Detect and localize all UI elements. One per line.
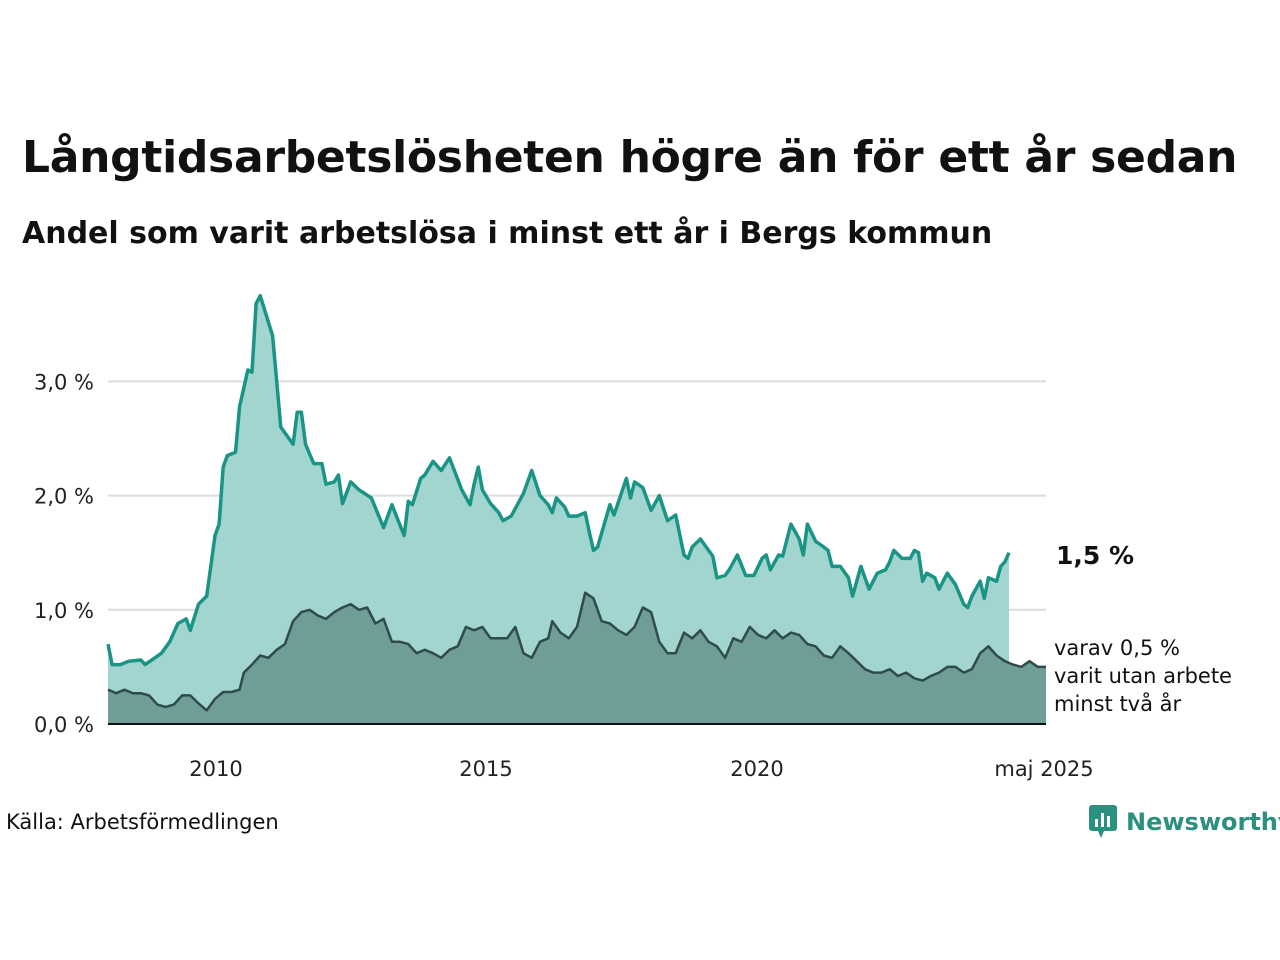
newsworthy-icon xyxy=(1089,805,1117,838)
x-tick-label: 2015 xyxy=(459,757,512,781)
annotation-label: 1,5 % xyxy=(1056,541,1134,570)
x-tick-label: 2020 xyxy=(730,757,783,781)
end-annotations: 1,5 % varav 0,5 % varit utan arbete minst t… xyxy=(1054,541,1232,716)
line-minst-tva-ar xyxy=(107,591,1046,712)
annotation-label: minst två år xyxy=(1054,691,1182,716)
annotation-label: varit utan arbete xyxy=(1054,664,1232,688)
y-tick-label: 3,0 % xyxy=(34,370,94,394)
area-chart: 0,0 % 1,0 % 2,0 % 3,0 % 2010 2015 2020 maj 202… xyxy=(34,293,1232,781)
y-tick-label: 1,0 % xyxy=(34,599,94,623)
chart-title: Långtidsarbetslösheten högre än för ett … xyxy=(22,132,1238,183)
line-minst-ett-ar xyxy=(106,293,1011,667)
source-note: Källa: Arbetsförmedlingen xyxy=(6,810,279,834)
brand-name: Newsworthy xyxy=(1126,808,1280,836)
annotation-label: varav 0,5 % xyxy=(1054,636,1180,660)
area-minst-tva-ar xyxy=(108,592,1046,724)
x-tick-label: 2010 xyxy=(189,757,242,781)
chart-subtitle: Andel som varit arbetslösa i minst ett å… xyxy=(22,216,993,251)
y-tick-label: 2,0 % xyxy=(34,485,94,509)
x-tick-label: maj 2025 xyxy=(994,757,1093,781)
brand-logo: Newsworthy xyxy=(1088,804,1280,840)
y-axis-ticks: 0,0 % 1,0 % 2,0 % 3,0 % xyxy=(34,370,94,737)
y-tick-label: 0,0 % xyxy=(34,713,94,737)
x-axis-ticks: 2010 2015 2020 maj 2025 xyxy=(189,757,1093,781)
